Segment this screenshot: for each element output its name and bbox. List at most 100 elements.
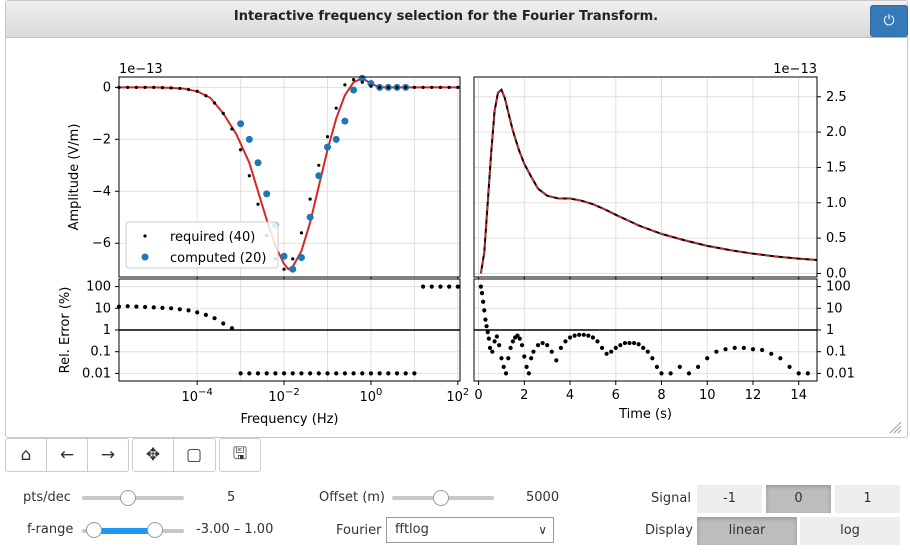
error-point	[778, 356, 783, 361]
error-point	[281, 371, 287, 376]
error-point	[501, 364, 506, 369]
error-point	[316, 371, 321, 376]
error-point	[515, 333, 520, 338]
error-point	[429, 284, 434, 289]
error-point	[705, 356, 710, 361]
frange-value: -3.00 – 1.00	[196, 522, 274, 537]
error-point	[590, 335, 596, 340]
frequency-error-panel: 100 10 1 0.1 0.01 10−4 10−2 100 102 Frequency (Hz…	[58, 278, 469, 427]
error-point	[540, 340, 545, 346]
error-point	[622, 340, 628, 346]
signal-option-0[interactable]: 0	[766, 485, 831, 513]
required-point	[299, 231, 304, 235]
time-error-panel: 100 10 1 0.1 0.01 0 2 4 6 8 10 12 14 Time (s)	[473, 278, 855, 422]
error-point	[212, 316, 217, 321]
required-point	[143, 85, 147, 89]
y-tick-label: 100	[86, 280, 111, 295]
required-point	[256, 202, 260, 206]
signal-option-1[interactable]: 1	[835, 485, 900, 513]
y-axis-label: Rel. Error (%)	[58, 287, 73, 374]
error-point	[686, 371, 692, 376]
x-tick-label: 102	[446, 387, 469, 405]
computed-point	[280, 252, 288, 260]
forward-icon: →	[100, 445, 116, 465]
home-icon: ⌂	[20, 445, 32, 465]
computed-point	[350, 86, 358, 94]
error-point	[796, 371, 801, 376]
error-point	[481, 299, 486, 304]
offset-value: 5000	[526, 490, 560, 505]
error-point	[695, 364, 701, 369]
error-point	[558, 345, 563, 350]
error-point	[478, 284, 483, 289]
frange-high-knob[interactable]	[147, 522, 164, 538]
save-button[interactable]: 🖫	[220, 439, 260, 471]
required-point	[221, 111, 225, 115]
display-option-log[interactable]: log	[800, 517, 900, 545]
y-tick-label: 1	[103, 323, 111, 338]
y-tick-label: 0.1	[90, 345, 111, 360]
error-point	[529, 356, 534, 361]
computed-point	[341, 117, 349, 125]
error-point	[203, 312, 208, 317]
required-point	[360, 80, 364, 84]
legend: required (40) computed (20)	[125, 221, 279, 269]
display-label: Display	[645, 523, 693, 538]
y-tick-label: −6	[92, 236, 111, 251]
error-point	[506, 356, 511, 361]
error-point	[299, 371, 304, 376]
legend-label-computed: computed (20)	[170, 251, 266, 266]
error-point	[169, 306, 174, 311]
error-point	[264, 371, 269, 376]
y-tick-label: 0.01	[82, 366, 111, 381]
y-tick-label: −2	[92, 132, 111, 147]
required-point	[230, 127, 234, 131]
error-point	[577, 332, 582, 337]
frange-low-knob[interactable]	[86, 522, 103, 538]
error-point	[497, 343, 502, 348]
computed-point	[306, 213, 314, 221]
required-point	[334, 106, 338, 110]
computed-point	[237, 120, 245, 128]
error-point	[595, 339, 600, 344]
error-point	[325, 371, 330, 376]
pts-slider-knob[interactable]	[119, 490, 136, 506]
nav-group: ⌂ ← →	[5, 438, 129, 472]
error-point	[290, 371, 295, 376]
offset-slider-knob[interactable]	[432, 490, 449, 506]
y-tick-label: 1.5	[826, 160, 847, 175]
error-point	[247, 371, 252, 376]
back-button[interactable]: ←	[47, 439, 88, 471]
save-group: 🖫	[219, 438, 261, 472]
error-point	[714, 349, 719, 354]
offset-text: 1e−13	[773, 62, 817, 77]
x-tick-label: 12	[745, 388, 762, 403]
display-option-linear[interactable]: linear	[697, 517, 797, 545]
signal-option-minus1[interactable]: -1	[697, 485, 762, 513]
pan-button[interactable]: ✥	[133, 439, 174, 471]
error-point	[554, 358, 559, 363]
error-point	[618, 343, 623, 348]
zoom-rect-button[interactable]: ▢	[174, 439, 214, 471]
resize-handle[interactable]	[888, 420, 902, 434]
offset-text: 1e−13	[119, 62, 163, 77]
error-point	[334, 371, 339, 376]
fourier-select[interactable]: fftlog ∨	[386, 517, 554, 543]
offset-label: Offset (m)	[319, 490, 385, 505]
error-point	[484, 324, 489, 329]
error-point	[255, 371, 261, 376]
legend-marker-computed	[141, 253, 149, 261]
required-point	[369, 84, 373, 88]
home-button[interactable]: ⌂	[6, 439, 47, 471]
error-point	[741, 345, 746, 350]
required-point	[456, 85, 460, 89]
forward-button[interactable]: →	[88, 439, 128, 471]
error-point	[492, 339, 497, 344]
error-point	[636, 342, 641, 347]
error-point	[531, 349, 536, 354]
required-point	[247, 174, 251, 178]
frange-slider-fill	[94, 528, 156, 534]
required-point	[152, 85, 156, 89]
power-button[interactable]: ⏻	[870, 5, 908, 37]
x-tick-label: 8	[657, 388, 665, 403]
